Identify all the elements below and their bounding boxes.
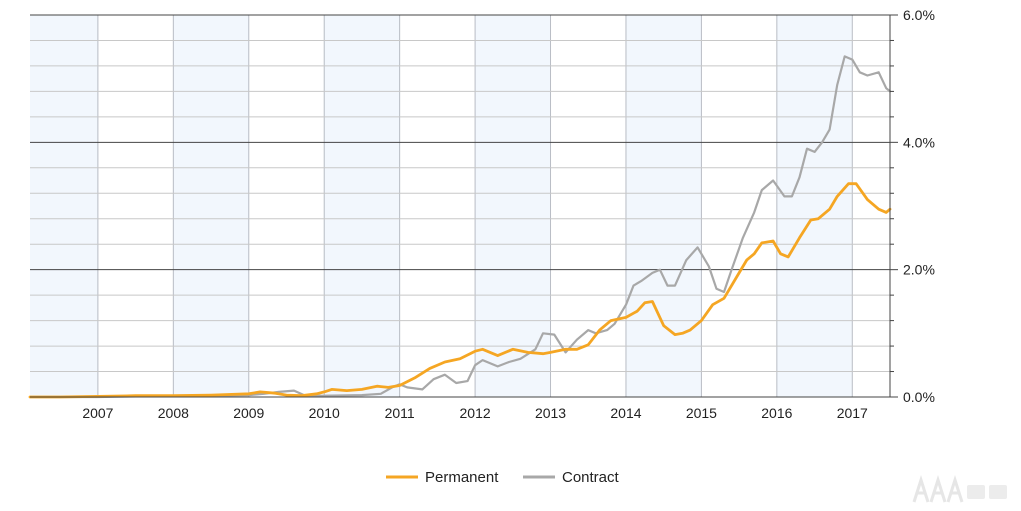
- year-band: [324, 15, 400, 397]
- x-tick-label: 2015: [686, 405, 717, 421]
- watermark-logo: [912, 475, 1007, 503]
- year-band: [625, 15, 702, 397]
- horizontal-gridlines: [30, 14, 890, 398]
- x-tick-labels: 2007 2008 2009 2010 2011 2012 2013 2014 2015 2016…: [82, 405, 868, 421]
- legend-label-permanent: Permanent: [425, 469, 499, 486]
- x-tick-label: 2016: [761, 405, 792, 421]
- x-tick-label: 2007: [82, 405, 113, 421]
- year-band: [173, 15, 249, 397]
- series-line-permanent: [28, 182, 892, 399]
- y-tick-labels: 0.0% 2.0% 4.0% 6.0%: [903, 7, 935, 405]
- year-bands: [30, 15, 853, 397]
- x-tick-label: 2008: [158, 405, 189, 421]
- x-tick-label: 2013: [535, 405, 566, 421]
- y-tick-label: 2.0%: [903, 262, 935, 278]
- x-tick-label: 2009: [233, 405, 264, 421]
- y-tick-label: 0.0%: [903, 389, 935, 405]
- y-tick-label: 4.0%: [903, 134, 935, 150]
- y-tick-label: 6.0%: [903, 7, 935, 23]
- x-tick-label: 2012: [460, 405, 491, 421]
- legend-label-contract: Contract: [562, 469, 620, 486]
- year-band: [30, 15, 98, 397]
- x-tick-label: 2011: [385, 405, 415, 421]
- legend: Permanent Contract: [386, 469, 620, 486]
- x-tick-label: 2014: [610, 405, 641, 421]
- x-tick-label: 2010: [309, 405, 340, 421]
- series-layer: [28, 55, 892, 399]
- year-band: [475, 15, 551, 397]
- axes: [30, 14, 898, 398]
- x-tick-label: 2017: [837, 405, 868, 421]
